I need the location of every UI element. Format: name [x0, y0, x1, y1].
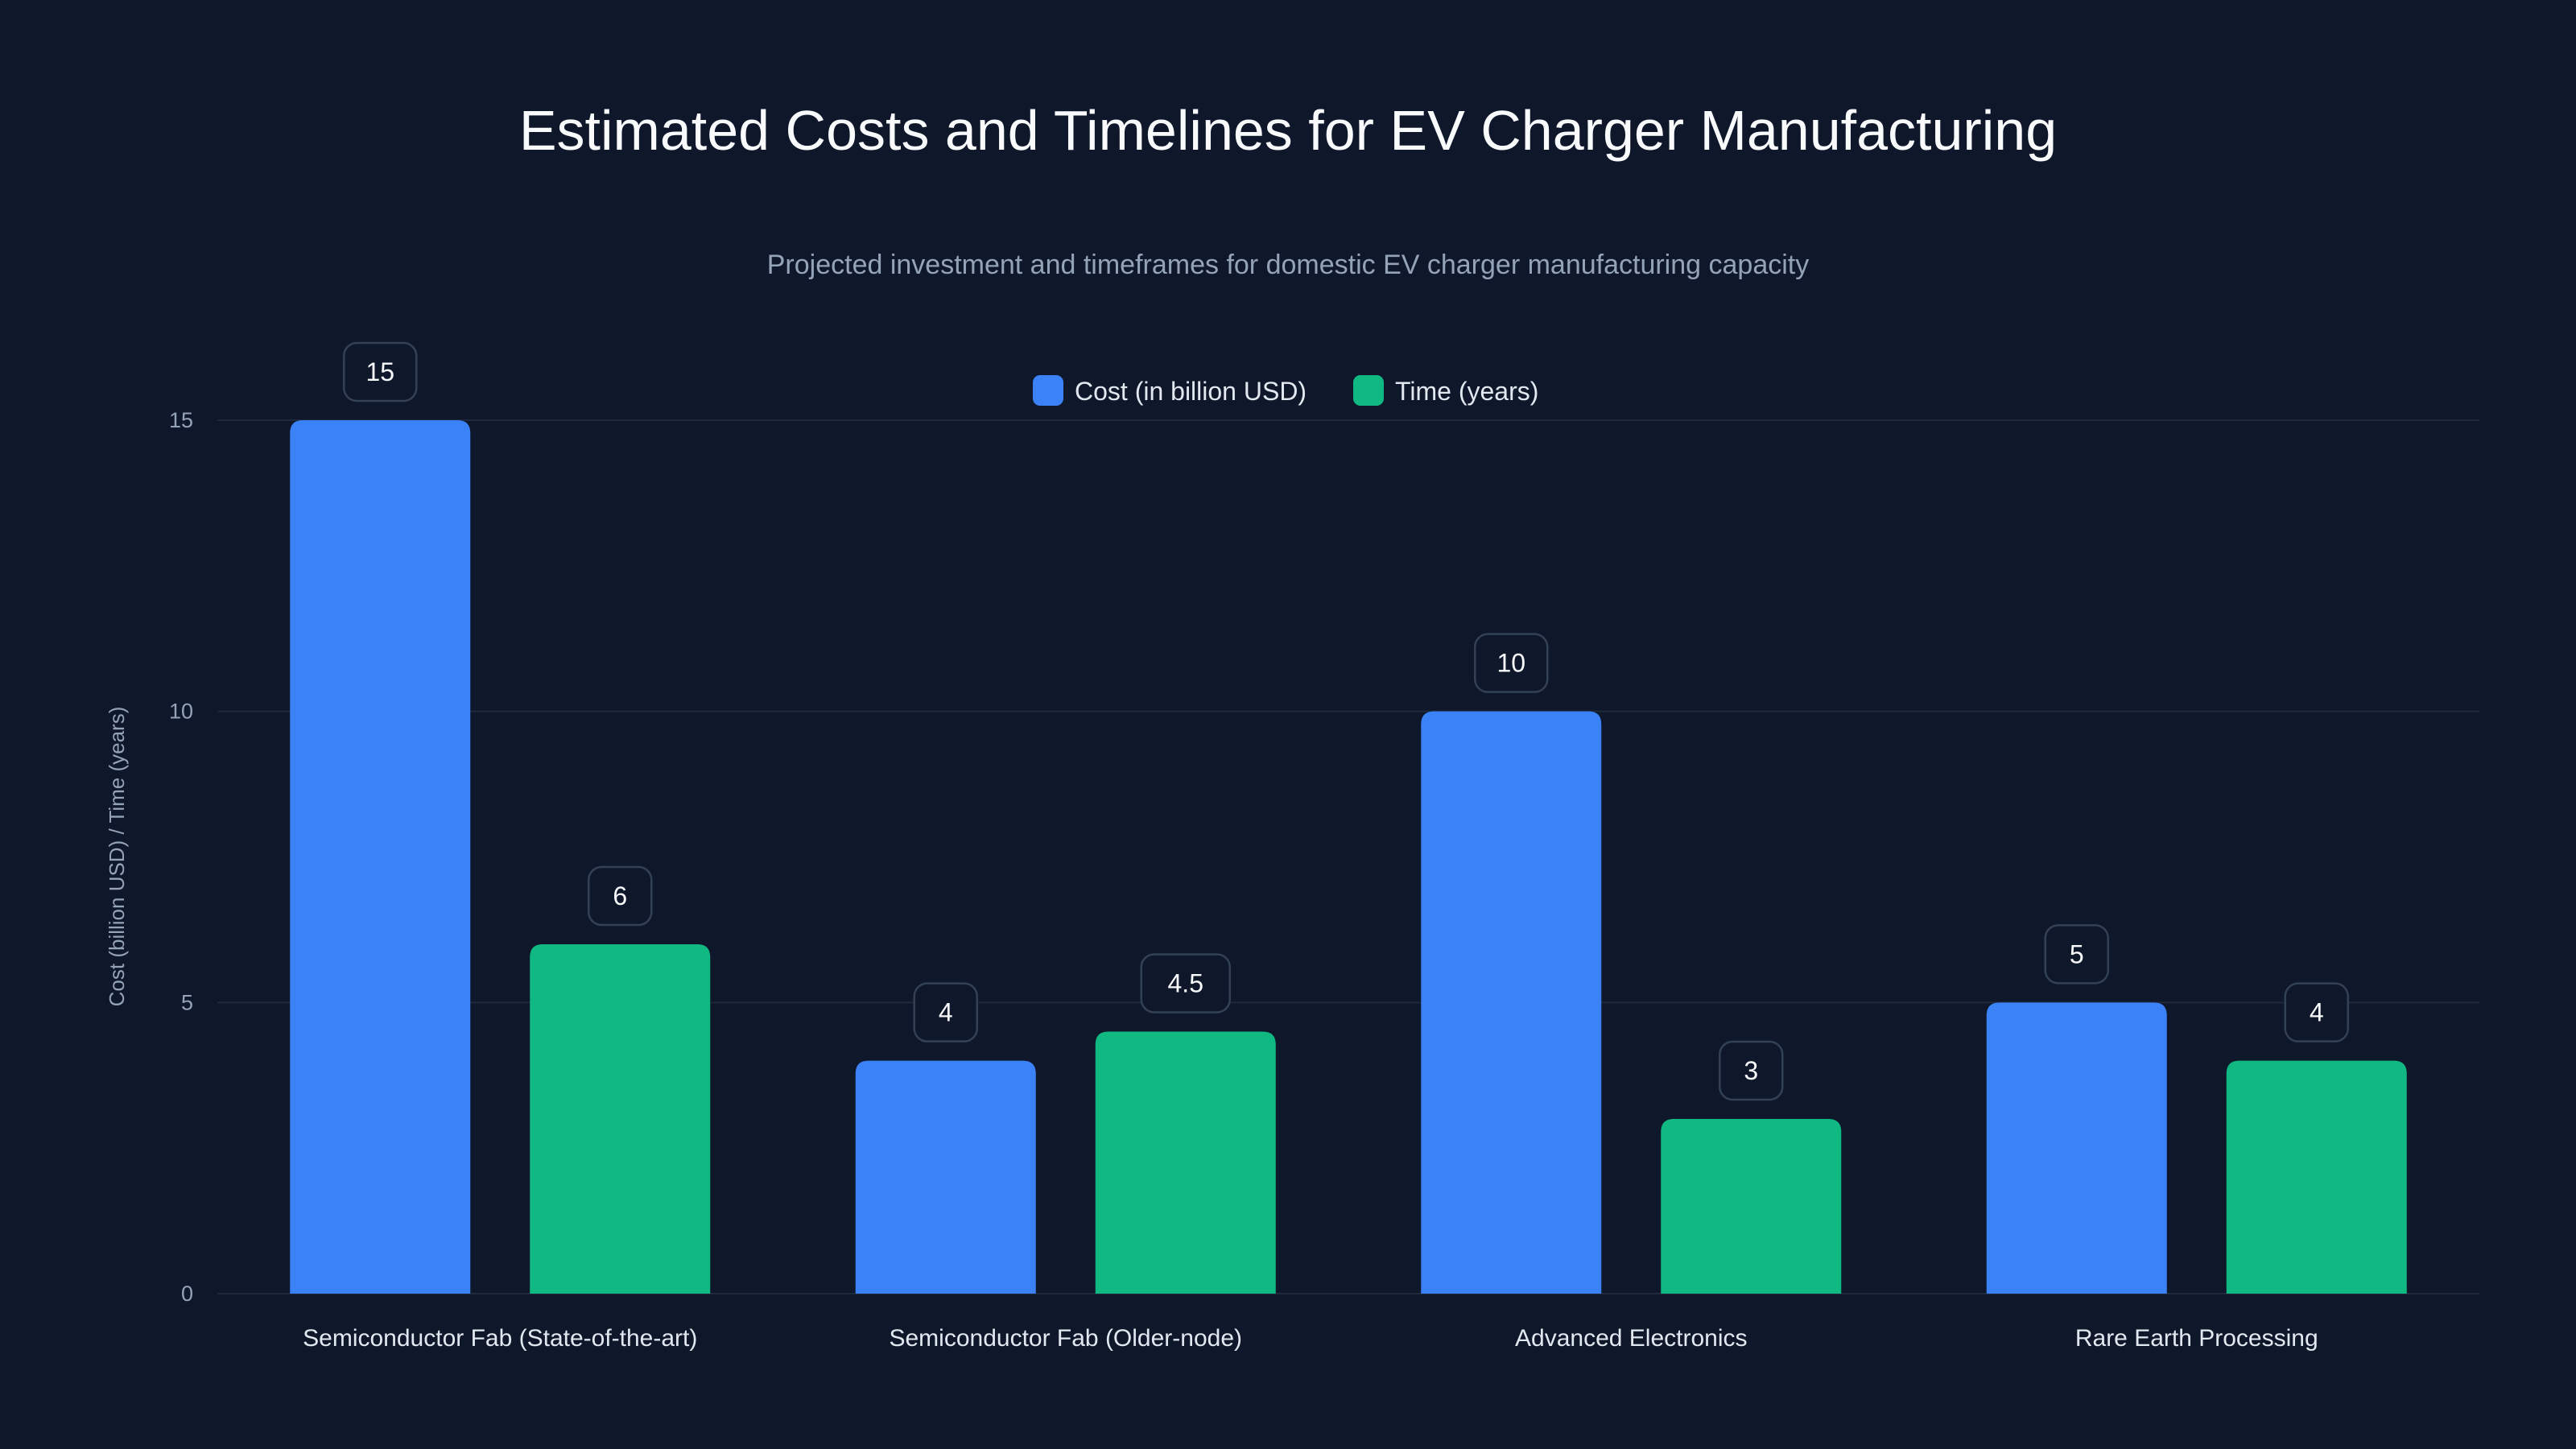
legend-label: Time (years) [1395, 377, 1538, 406]
data-label: 4 [913, 982, 978, 1042]
data-label-text: 10 [1496, 649, 1525, 678]
data-label: 6 [588, 865, 653, 927]
data-label: 15 [343, 341, 418, 402]
bar[interactable] [290, 420, 471, 1294]
legend: Cost (in billion USD) Time (years) [1033, 375, 1538, 406]
data-label-box [1474, 633, 1549, 693]
data-label: 4 [2284, 982, 2349, 1042]
x-tick-label: Rare Earth Processing [2075, 1325, 2318, 1352]
chart-title: Estimated Costs and Timelines for EV Cha… [519, 99, 2057, 162]
data-label-text: 5 [2070, 939, 2084, 968]
x-tick-label: Semiconductor Fab (State-of-the-art) [303, 1325, 697, 1352]
data-label-text: 6 [613, 881, 627, 910]
bar[interactable] [1095, 1031, 1276, 1294]
legend-swatch [1353, 375, 1384, 406]
data-label: 3 [1719, 1040, 1784, 1101]
data-label: 10 [1474, 633, 1549, 693]
data-label-box [2284, 982, 2349, 1042]
y-axis-label: Cost (billion USD) / Time (years) [105, 707, 129, 1007]
bar[interactable] [1986, 1002, 2167, 1294]
bar[interactable] [530, 944, 711, 1294]
labels: Semiconductor Fab (State-of-the-art) 15 6 S… [303, 341, 2349, 1352]
legend-item[interactable]: Cost (in billion USD) [1033, 375, 1307, 406]
y-tick-label: 15 [169, 408, 193, 432]
y-tick-label: 5 [181, 990, 193, 1014]
y-tick-label: 0 [181, 1282, 193, 1306]
legend-label: Cost (in billion USD) [1075, 377, 1307, 406]
data-label-box [588, 865, 653, 927]
data-label-text: 4 [939, 998, 953, 1027]
legend-item[interactable]: Time (years) [1353, 375, 1538, 406]
data-label: 5 [2044, 924, 2109, 985]
data-label: 4.5 [1140, 953, 1231, 1013]
bar[interactable] [1661, 1119, 1842, 1294]
bar[interactable] [2226, 1060, 2407, 1294]
bar[interactable] [855, 1060, 1036, 1294]
data-label-text: 15 [365, 357, 394, 386]
bars [290, 420, 2407, 1294]
data-label-text: 4.5 [1168, 969, 1203, 998]
data-label-box [2044, 924, 2109, 985]
data-label-box [1140, 953, 1231, 1013]
data-label-box [1719, 1040, 1784, 1101]
bar[interactable] [1421, 711, 1602, 1294]
legend-swatch [1033, 375, 1063, 406]
data-label-box [913, 982, 978, 1042]
x-tick-label: Semiconductor Fab (Older-node) [889, 1325, 1242, 1352]
y-tick-label: 10 [169, 700, 193, 724]
data-label-text: 4 [2310, 998, 2324, 1027]
x-tick-label: Advanced Electronics [1515, 1325, 1748, 1352]
data-label-box [343, 341, 418, 402]
data-label-text: 3 [1744, 1056, 1758, 1085]
chart-subtitle: Projected investment and timeframes for … [767, 250, 1809, 280]
